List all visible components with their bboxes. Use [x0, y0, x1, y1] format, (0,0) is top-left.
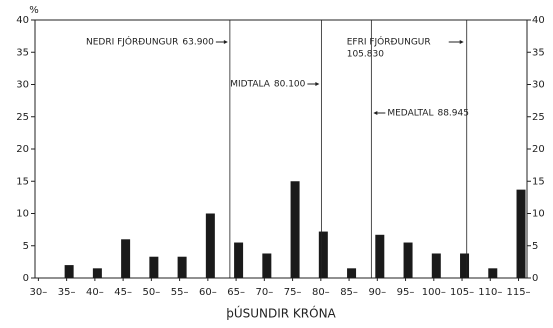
y-tick-label: 25 [16, 112, 29, 123]
x-tick-label: 90– [368, 287, 386, 298]
bar [431, 253, 441, 278]
bar [347, 268, 357, 278]
y-tick-label-right: 15 [532, 176, 545, 187]
bar [205, 213, 215, 278]
annotation-label: MEDALTAL [387, 109, 433, 119]
x-tick-label: 60– [199, 287, 217, 298]
x-tick-label: 55– [171, 287, 189, 298]
y-tick-label-right: 0 [532, 273, 538, 284]
y-tick-label: 0 [23, 273, 29, 284]
x-axis-label: þÚSUNDIR KRÓNA [226, 306, 336, 321]
plot-frame [34, 19, 528, 279]
bar [318, 231, 328, 278]
y-tick-label: 20 [16, 144, 29, 155]
y-tick-label: 40 [16, 15, 29, 26]
x-tick-label: 100– [422, 287, 446, 298]
bar [64, 265, 74, 278]
bar [516, 189, 526, 278]
arrow-head [223, 40, 228, 44]
bar [403, 242, 413, 278]
bar [290, 181, 300, 278]
annotation-label: MIDTALA [230, 80, 271, 90]
arrow-head [315, 82, 320, 86]
annotation-label: EFRI FJÓRÐUNGUR [347, 36, 431, 48]
bar [177, 256, 187, 278]
x-tick-label: 35– [58, 287, 76, 298]
x-tick-label: 45– [114, 287, 132, 298]
y-tick-label-right: 5 [532, 241, 538, 252]
y-tick-label-right: 35 [532, 47, 545, 58]
annotation-value: 63.900 [182, 38, 214, 48]
bar [234, 242, 244, 278]
bar [375, 234, 385, 278]
x-tick-label: 95– [397, 287, 415, 298]
y-tick-label: 15 [16, 176, 29, 187]
y-tick-label-right: 25 [532, 112, 545, 123]
annotation-value: 105.830 [347, 50, 384, 60]
y-tick-label-right: 20 [532, 144, 545, 155]
arrow-head [459, 40, 464, 44]
y-axis-label: % [29, 5, 39, 16]
y-tick-label: 30 [16, 80, 29, 91]
y-tick-label-right: 40 [532, 15, 545, 26]
annotation-value: 80.100 [274, 80, 306, 90]
y-tick-label: 5 [23, 241, 29, 252]
arrow-head [373, 111, 378, 115]
bar [121, 239, 131, 278]
x-tick-label: 30– [30, 287, 48, 298]
x-tick-label: 65– [227, 287, 245, 298]
x-tick-label: 115– [506, 287, 530, 298]
y-tick-label-right: 10 [532, 209, 545, 220]
x-tick-label: 80– [312, 287, 330, 298]
bar [149, 256, 159, 278]
annotation-value: 88.945 [437, 109, 469, 119]
x-tick-label: 40– [86, 287, 104, 298]
x-tick-label: 75– [284, 287, 302, 298]
bar [262, 253, 272, 278]
bar [488, 268, 498, 278]
y-tick-label-right: 30 [532, 80, 545, 91]
x-tick-label: 110– [478, 287, 502, 298]
y-tick-label: 35 [16, 47, 29, 58]
x-tick-label: 50– [142, 287, 160, 298]
bar [460, 253, 470, 278]
x-tick-label: 70– [255, 287, 273, 298]
x-tick-label: 105– [450, 287, 474, 298]
bar [92, 268, 102, 278]
annotation-label: NEDRI FJÓRÐUNGUR [86, 36, 178, 48]
x-tick-label: 85– [340, 287, 358, 298]
y-tick-label: 10 [16, 209, 29, 220]
